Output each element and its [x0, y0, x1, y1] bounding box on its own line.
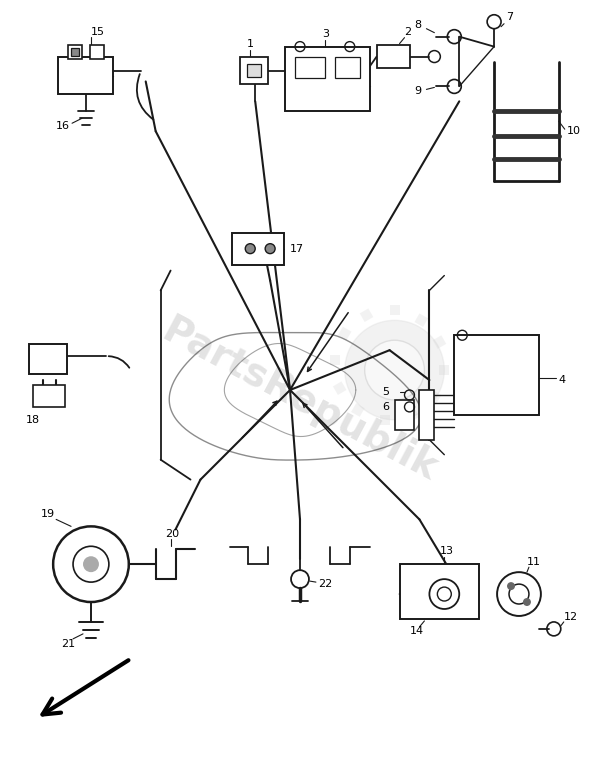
Text: 19: 19 — [41, 509, 55, 519]
Text: 5: 5 — [383, 387, 389, 397]
Text: 10: 10 — [567, 127, 581, 136]
Bar — [406, 408, 419, 422]
Text: 11: 11 — [527, 557, 541, 567]
Bar — [400, 564, 479, 619]
Circle shape — [507, 582, 515, 590]
Bar — [433, 335, 446, 349]
Text: 8: 8 — [415, 20, 422, 30]
Bar — [335, 56, 360, 78]
Text: 13: 13 — [439, 546, 454, 556]
Text: 1: 1 — [247, 38, 254, 48]
Text: 17: 17 — [290, 244, 304, 254]
Text: 4: 4 — [559, 375, 566, 385]
Circle shape — [265, 244, 275, 254]
Bar — [395, 400, 415, 430]
Circle shape — [245, 244, 255, 254]
Text: 9: 9 — [415, 87, 422, 96]
Bar — [240, 56, 268, 84]
Text: 16: 16 — [56, 121, 70, 131]
Bar — [454, 335, 539, 415]
Bar — [295, 56, 325, 78]
Circle shape — [365, 341, 424, 400]
Text: 14: 14 — [409, 626, 424, 636]
Bar — [29, 344, 67, 374]
Bar — [439, 366, 449, 375]
Text: 3: 3 — [322, 29, 329, 39]
Bar — [351, 403, 365, 417]
Text: 12: 12 — [564, 612, 578, 622]
Circle shape — [345, 320, 445, 420]
Text: 6: 6 — [383, 402, 389, 412]
Bar — [333, 381, 346, 395]
Bar — [419, 390, 434, 440]
Bar — [330, 355, 340, 366]
Bar — [380, 415, 389, 425]
Bar — [389, 305, 400, 316]
Bar — [68, 45, 82, 59]
Bar — [360, 308, 373, 322]
Bar — [428, 390, 442, 404]
Bar — [415, 313, 428, 327]
Text: 22: 22 — [318, 579, 332, 589]
Text: 20: 20 — [166, 530, 180, 540]
Bar — [377, 45, 410, 69]
Circle shape — [83, 556, 99, 572]
Bar — [58, 56, 113, 95]
Text: 15: 15 — [91, 27, 105, 37]
Bar — [232, 233, 284, 265]
Text: 7: 7 — [506, 12, 513, 22]
Text: 2: 2 — [404, 27, 412, 37]
Bar — [71, 48, 79, 55]
Bar — [90, 45, 104, 59]
Bar — [33, 385, 65, 407]
Bar — [247, 63, 261, 77]
Bar — [285, 47, 370, 112]
Bar — [338, 326, 352, 341]
Text: 21: 21 — [61, 639, 75, 649]
Text: 18: 18 — [26, 415, 40, 425]
Text: PartsRepublik: PartsRepublik — [156, 312, 444, 489]
Circle shape — [523, 598, 531, 606]
